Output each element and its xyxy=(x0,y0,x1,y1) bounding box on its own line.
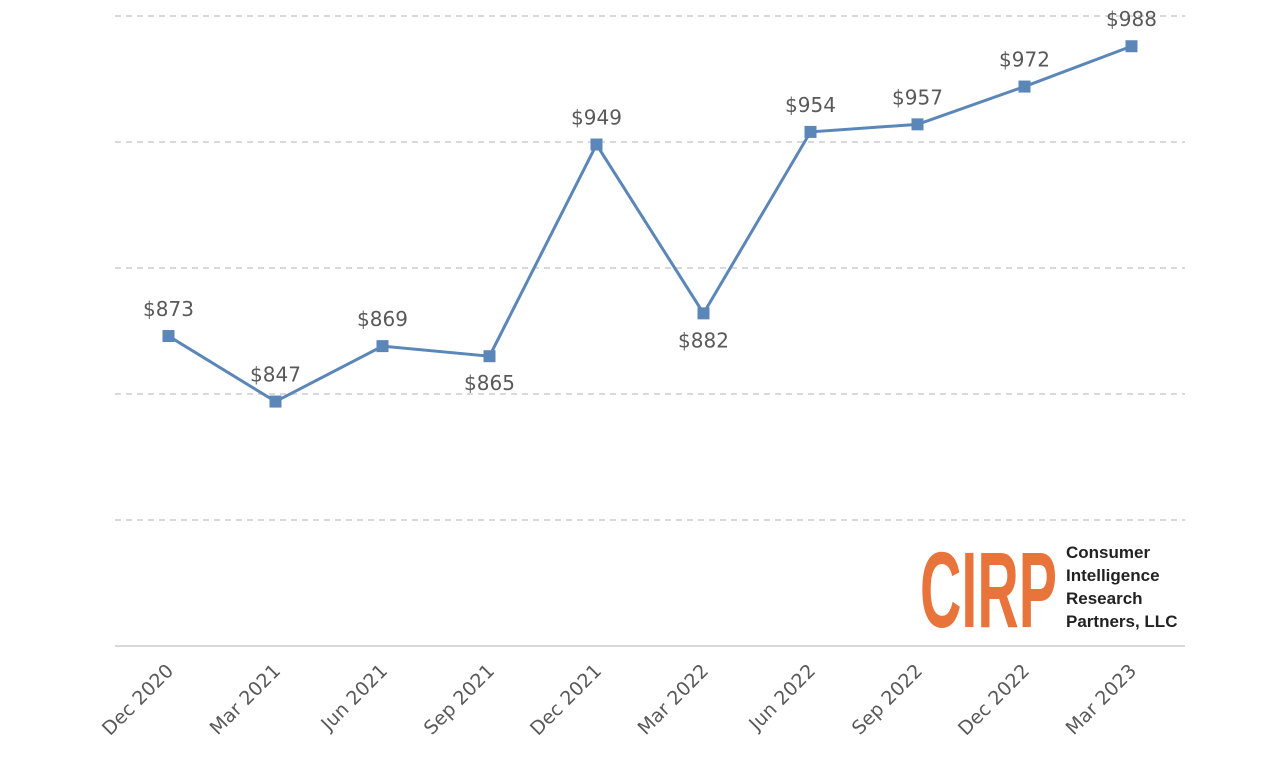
marker xyxy=(376,340,389,353)
line xyxy=(167,44,1133,404)
data-label: $949 xyxy=(571,106,622,130)
logo-line: Partners, LLC xyxy=(1066,612,1177,631)
marker xyxy=(1125,40,1138,53)
data-label: $847 xyxy=(250,363,301,387)
logo: CIRP Consumer Intelligence Research Part… xyxy=(920,529,1177,650)
data-label: $954 xyxy=(785,93,836,117)
marker xyxy=(269,395,282,408)
x-tick-label: Sep 2022 xyxy=(848,660,927,739)
logo-line: Research xyxy=(1066,589,1143,608)
x-tick-label: Dec 2022 xyxy=(954,660,1034,740)
data-label: $972 xyxy=(999,48,1050,72)
x-tick-label: Jun 2022 xyxy=(744,660,820,736)
marker xyxy=(590,138,603,151)
logo-mark: CIRP xyxy=(920,529,1057,650)
marker xyxy=(483,350,496,363)
x-tick-label: Dec 2021 xyxy=(526,660,606,740)
marker xyxy=(804,125,817,138)
x-tick-label: Sep 2021 xyxy=(420,660,499,739)
data-label: $869 xyxy=(357,307,408,331)
marker xyxy=(697,307,710,320)
x-tick-label: Jun 2021 xyxy=(316,660,392,736)
data-label: $882 xyxy=(678,328,729,352)
x-tick-label: Dec 2020 xyxy=(98,660,178,740)
x-tick-label: Mar 2023 xyxy=(1062,660,1141,739)
data-label: $957 xyxy=(892,85,943,109)
logo-line: Consumer xyxy=(1066,543,1150,562)
marker xyxy=(1018,80,1031,93)
data-label: $988 xyxy=(1106,7,1157,31)
data-label: $865 xyxy=(464,371,515,395)
marker xyxy=(162,330,175,343)
marker xyxy=(911,118,924,131)
x-tick-label: Mar 2022 xyxy=(634,660,713,739)
logo-line: Intelligence xyxy=(1066,566,1160,585)
data-label: $873 xyxy=(143,297,194,321)
x-tick-label: Mar 2021 xyxy=(206,660,285,739)
